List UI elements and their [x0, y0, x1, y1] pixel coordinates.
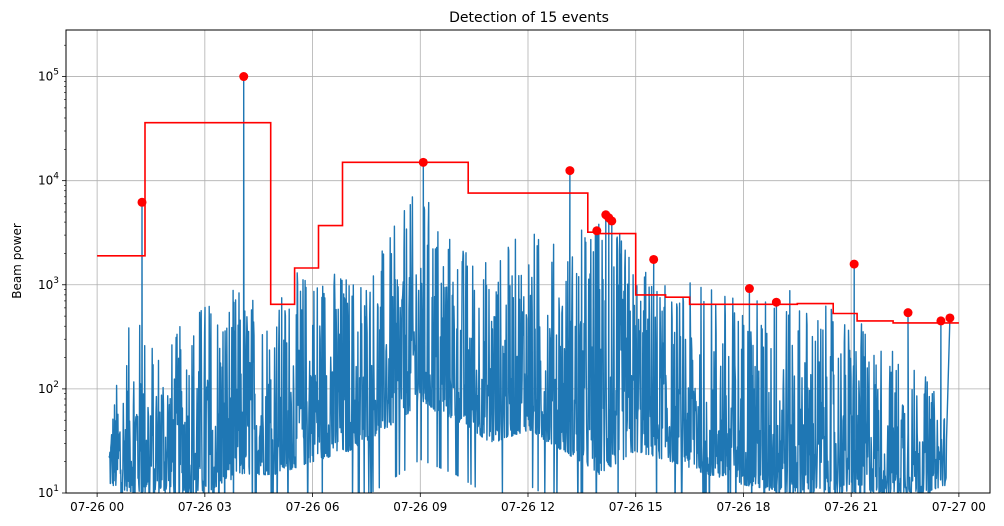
x-tick-label: 07-26 03 — [178, 500, 232, 514]
x-tick-label: 07-26 00 — [70, 500, 124, 514]
x-tick-label: 07-27 00 — [932, 500, 986, 514]
beam-power-series — [108, 75, 951, 493]
event-marker — [849, 259, 859, 269]
event-marker — [936, 316, 946, 326]
y-tick-label: 103 — [38, 276, 59, 292]
event-marker — [565, 166, 575, 176]
x-tick-label: 07-26 06 — [286, 500, 340, 514]
y-tick-label: 105 — [38, 68, 59, 84]
event-marker — [239, 72, 249, 82]
chart-title: Detection of 15 events — [449, 10, 609, 26]
x-tick-label: 07-26 18 — [716, 500, 770, 514]
event-marker — [744, 284, 754, 294]
event-marker — [649, 254, 659, 264]
x-tick-label: 07-26 12 — [501, 500, 555, 514]
y-tick-label: 101 — [38, 484, 59, 500]
event-marker — [607, 216, 617, 226]
plot-data — [97, 72, 959, 493]
axis-ticks: 07-26 00 07-26 03 07-26 06 07-26 09 07-26 12… — [38, 44, 986, 514]
x-tick-label: 07-26 09 — [393, 500, 447, 514]
event-marker — [771, 297, 781, 307]
event-marker — [418, 157, 428, 167]
x-tick-label: 07-26 15 — [609, 500, 663, 514]
x-tick-label: 07-26 21 — [824, 500, 878, 514]
y-axis-label: Beam power — [10, 223, 24, 299]
event-marker — [945, 313, 955, 323]
y-tick-label: 102 — [38, 380, 59, 396]
event-marker — [903, 308, 913, 318]
event-marker — [137, 197, 147, 207]
event-marker — [592, 226, 602, 236]
y-tick-label: 104 — [38, 172, 59, 188]
